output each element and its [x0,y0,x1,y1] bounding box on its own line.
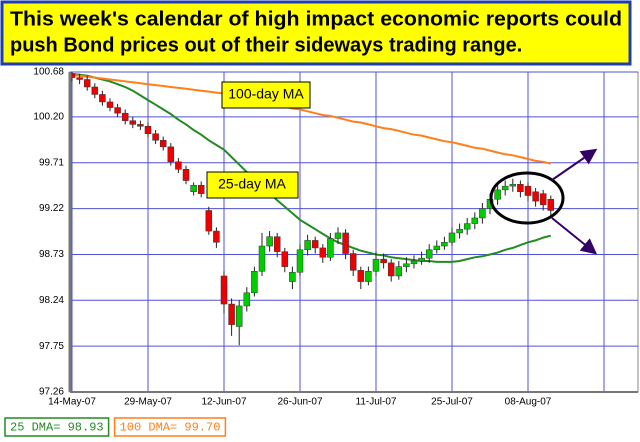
candle-body [289,271,296,282]
arrow [551,217,598,255]
candle-body [517,184,524,193]
y-tick-label: 100.68 [33,67,64,78]
y-tick-label: 99.22 [39,203,64,214]
candle-body [403,263,410,267]
grid [70,71,638,393]
candle-body [220,275,228,305]
y-tick-label: 100.20 [33,112,64,123]
x-tick-label: 11-Jul-07 [356,397,397,408]
candle-body [357,270,365,282]
candle-body [410,260,418,265]
candle-body [243,292,251,307]
annotation: 100-day MA [228,86,304,102]
ma-line [71,73,552,165]
candle-body [418,257,425,262]
arrow [551,148,598,181]
candle-body [83,79,91,88]
legend-label: 25 DMA= 98.93 [10,421,104,435]
candle-body [76,77,83,80]
candle-body [425,249,433,259]
y-tick-label: 98.24 [39,295,64,306]
candle-body [433,245,441,251]
candle-body [235,305,243,327]
candle-body [190,184,197,193]
candle-body [494,189,501,200]
candle-body [311,240,319,249]
legend: 25 DMA= 98.93 100 DMA= 99.70 [4,417,227,437]
candle-body [524,185,532,196]
x-tick-label: 12-Jun-07 [201,397,246,408]
candle-body [273,236,281,252]
legend-box [4,417,110,437]
candle-body [296,249,304,273]
ma-line [71,72,552,263]
candle-body [539,193,547,206]
legend-label: 100 DMA= 99.70 [120,421,221,435]
candle-body [121,112,129,121]
candle-body [342,232,349,254]
candle-body [129,120,137,125]
candle-body [327,238,334,258]
candle-body [372,258,380,272]
candle-body [395,266,403,277]
candle-body [501,185,509,191]
candle-body [159,140,167,148]
candle-body [387,262,395,277]
candle-body [251,271,258,294]
annotation: 25-day MA [218,176,286,192]
candle-body [479,208,486,219]
x-tick-label: 29-May-07 [124,397,172,408]
candle-body [228,303,235,325]
candle-body [99,94,106,103]
candle-body [205,210,213,232]
title-box [0,0,632,66]
candle-body [197,184,205,194]
candle-body [365,271,372,282]
x-tick-label: 14-May-07 [48,397,96,408]
plot-area [69,71,639,393]
candle-body [91,86,99,95]
annotation-box [206,171,299,199]
candle-body [175,161,182,170]
candle-body [448,232,456,243]
y-tick-label: 99.71 [39,157,64,168]
x-tick-label: 08-Aug-07 [505,397,552,408]
candle-body [304,240,311,251]
candle-body [137,124,144,127]
candle-body [152,133,159,141]
chart-title: This week's calendar of high impact econ… [10,8,622,30]
annotation-box [221,81,311,109]
candle-body [456,228,463,234]
y-tick-label: 98.73 [39,249,64,260]
candle-body [349,253,357,271]
x-tick-label: 25-Jul-07 [431,397,473,408]
candle-body [114,107,121,114]
candle-body [319,247,327,258]
x-tick-label: 26-Jun-07 [277,397,322,408]
candle-body [532,191,539,202]
candle-body [144,126,152,135]
candle-body [547,199,555,211]
candle-body [106,101,114,108]
y-tick-label: 97.75 [39,341,64,352]
candle-body [441,242,448,247]
candle-body [380,258,387,264]
candle-body [334,232,342,239]
candle-body [167,146,175,163]
candle-body [213,230,220,243]
candle-body [182,169,190,181]
legend-box [113,417,227,437]
highlight-ellipse [489,171,565,225]
candle-body [258,245,266,272]
candle-body [463,223,471,230]
candle-body [509,184,517,187]
marks [68,72,555,346]
chart-title: push Bond prices out of their sideways t… [10,34,522,56]
candle-body [471,217,479,224]
candle-body [266,236,273,247]
y-tick-label: 97.26 [39,387,64,398]
candle-body [281,251,289,267]
